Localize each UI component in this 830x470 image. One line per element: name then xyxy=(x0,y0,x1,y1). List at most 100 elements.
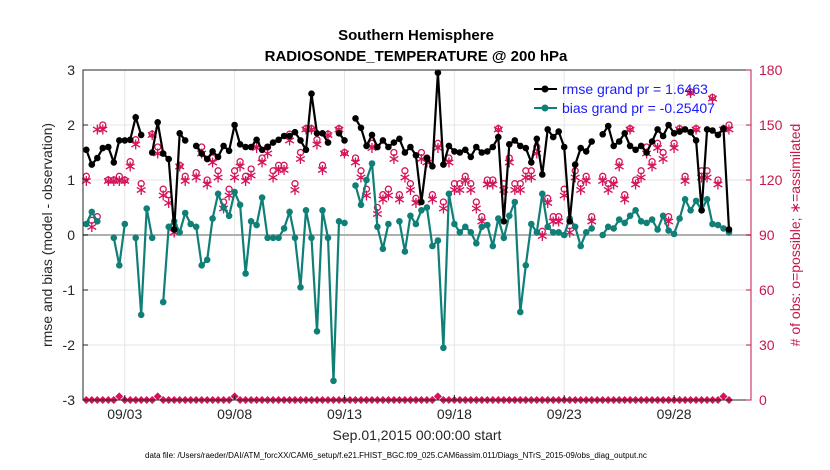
bias-point xyxy=(132,234,139,242)
bias-point xyxy=(324,234,332,242)
rmse-point xyxy=(676,128,683,135)
possible-point xyxy=(313,136,321,144)
bias-point xyxy=(121,220,129,228)
bias-point xyxy=(555,229,562,236)
bias-point xyxy=(654,226,661,233)
bias-point xyxy=(192,223,200,231)
assimilated-point: ∗ xyxy=(525,167,538,186)
x-tick-label: 09/23 xyxy=(547,406,582,422)
bias-point xyxy=(176,229,183,236)
bias-point xyxy=(517,308,524,316)
bias-point xyxy=(582,229,590,236)
rmse-point xyxy=(99,144,107,152)
bias-point xyxy=(401,248,409,255)
possible-point xyxy=(599,172,607,180)
y-tick-label: 0 xyxy=(67,227,75,243)
right-axis: 0 30 60 90 120 150 180 xyxy=(746,62,783,408)
rmse-point xyxy=(522,144,530,152)
possible-point xyxy=(126,158,134,166)
rmse-point xyxy=(445,142,453,150)
bias-point xyxy=(484,221,491,229)
rmse-point xyxy=(374,143,381,151)
rmse-point xyxy=(615,138,623,145)
bias-point xyxy=(352,182,359,189)
legend-rmse-marker xyxy=(541,85,549,93)
rmse-point xyxy=(456,149,464,156)
rmse-point xyxy=(88,161,96,168)
assimilated-point: ∗ xyxy=(398,167,411,186)
rmse-point xyxy=(291,128,299,136)
assimilated-point: ∗ xyxy=(266,167,279,186)
assimilated-point: ∗ xyxy=(481,175,494,194)
assimilated-point: ∗ xyxy=(404,180,417,199)
bias-point xyxy=(500,234,508,242)
assimilated-point: ∗ xyxy=(321,125,334,144)
possible-point xyxy=(428,191,437,199)
rmse-point xyxy=(484,148,491,155)
rmse-point xyxy=(214,153,222,161)
assimilated-point: ∗ xyxy=(684,83,697,102)
bias-point xyxy=(599,231,606,239)
bias-point xyxy=(478,223,486,231)
assimilated-point: ∗ xyxy=(173,156,186,175)
bias-point xyxy=(626,212,634,220)
assimilated-point: ∗ xyxy=(189,167,202,186)
possible-point xyxy=(203,176,211,184)
bias-point xyxy=(110,234,118,242)
assimilated-point: ∗ xyxy=(228,167,241,186)
bias-point xyxy=(643,219,650,227)
rmse-point xyxy=(698,207,705,214)
assimilated-point: ∗ xyxy=(596,171,609,190)
rmse-point xyxy=(231,121,238,129)
assimilated-point: ∗ xyxy=(629,175,642,194)
assimilated-point: ∗ xyxy=(310,134,323,153)
rmse-point xyxy=(571,161,579,168)
assimilated-point: ∗ xyxy=(470,199,483,218)
rmse-point xyxy=(242,143,249,151)
possible-point xyxy=(555,213,563,221)
possible-point xyxy=(241,172,250,180)
bias-point xyxy=(236,201,244,209)
possible-point xyxy=(236,158,244,166)
bias-point xyxy=(588,225,595,232)
rmse-point xyxy=(511,137,519,144)
possible-point xyxy=(461,172,469,180)
y-tick-label: -2 xyxy=(63,337,76,353)
bias-point xyxy=(615,216,623,223)
assimilated-point: ∗ xyxy=(711,175,724,194)
rmse-point xyxy=(725,226,733,233)
legend: rmse grand pr = 1.6463 bias grand pr = -… xyxy=(534,81,715,116)
assimilated-point: ∗ xyxy=(288,180,301,199)
possible-point xyxy=(154,143,162,151)
assimilated-point: ∗ xyxy=(585,211,598,230)
bias-point xyxy=(165,223,172,231)
legend-rmse-text: rmse grand pr = 1.6463 xyxy=(562,81,708,97)
rmse-point xyxy=(137,131,145,139)
rmse-point xyxy=(132,114,139,121)
possible-point xyxy=(544,194,552,202)
rmse-point xyxy=(462,146,469,154)
left-axis: -3 -2 -1 0 1 2 3 xyxy=(63,62,88,408)
bias-point xyxy=(418,207,425,214)
rmse-point xyxy=(302,146,310,154)
bias-point xyxy=(181,209,189,217)
bias-point xyxy=(242,270,249,277)
possible-point xyxy=(121,176,129,184)
assimilated-point: ∗ xyxy=(255,153,268,172)
x-tick-label: 09/08 xyxy=(217,406,252,422)
rmse-point xyxy=(209,148,216,155)
possible-point xyxy=(637,167,645,175)
y-tick-label-right: 120 xyxy=(759,172,783,188)
possible-point xyxy=(577,180,585,188)
y-tick-label-right: 30 xyxy=(759,337,775,353)
rmse-point xyxy=(577,144,584,152)
possible-point xyxy=(110,176,118,184)
assimilated-point: ∗ xyxy=(706,89,719,108)
assimilated-point: ∗ xyxy=(426,189,439,208)
possible-point xyxy=(395,191,404,199)
rmse-point xyxy=(528,159,535,166)
rmse-point xyxy=(269,139,277,146)
bias-point xyxy=(692,197,700,205)
bias-point xyxy=(159,298,167,306)
bias-point xyxy=(264,234,271,242)
